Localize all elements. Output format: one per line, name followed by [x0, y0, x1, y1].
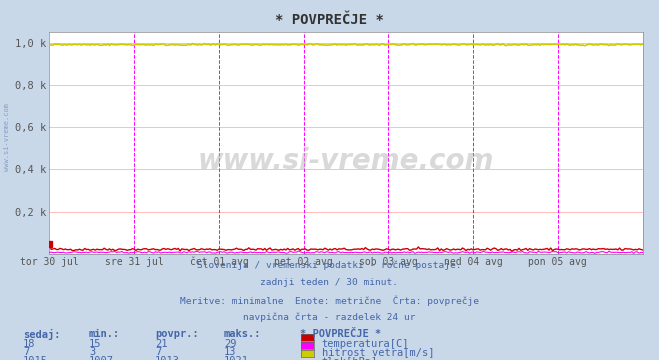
- Text: 1021: 1021: [224, 356, 249, 360]
- Text: 29: 29: [224, 339, 237, 350]
- Text: min.:: min.:: [89, 329, 120, 339]
- Text: 7: 7: [155, 347, 161, 357]
- Text: www.si-vreme.com: www.si-vreme.com: [4, 103, 10, 171]
- Text: povpr.:: povpr.:: [155, 329, 198, 339]
- Text: 1013: 1013: [155, 356, 180, 360]
- Text: Slovenija / vremenski podatki - ročne postaje.: Slovenija / vremenski podatki - ročne po…: [197, 261, 462, 270]
- Text: 21: 21: [155, 339, 167, 350]
- Text: 15: 15: [89, 339, 101, 350]
- Text: 7: 7: [23, 347, 29, 357]
- Text: 1007: 1007: [89, 356, 114, 360]
- Text: temperatura[C]: temperatura[C]: [322, 339, 409, 350]
- Text: Meritve: minimalne  Enote: metrične  Črta: povprečje: Meritve: minimalne Enote: metrične Črta:…: [180, 296, 479, 306]
- Text: sedaj:: sedaj:: [23, 329, 61, 341]
- Text: navpična črta - razdelek 24 ur: navpična črta - razdelek 24 ur: [243, 313, 416, 322]
- Text: 3: 3: [89, 347, 95, 357]
- Text: * POVPREČJE *: * POVPREČJE *: [300, 329, 381, 339]
- Text: zadnji teden / 30 minut.: zadnji teden / 30 minut.: [260, 278, 399, 287]
- Text: * POVPREČJE *: * POVPREČJE *: [275, 13, 384, 27]
- Text: hitrost vetra[m/s]: hitrost vetra[m/s]: [322, 347, 434, 357]
- Text: www.si-vreme.com: www.si-vreme.com: [198, 147, 494, 175]
- Text: 13: 13: [224, 347, 237, 357]
- Text: 18: 18: [23, 339, 36, 350]
- Text: tlak[hPa]: tlak[hPa]: [322, 356, 378, 360]
- Text: 1015: 1015: [23, 356, 48, 360]
- Text: maks.:: maks.:: [224, 329, 262, 339]
